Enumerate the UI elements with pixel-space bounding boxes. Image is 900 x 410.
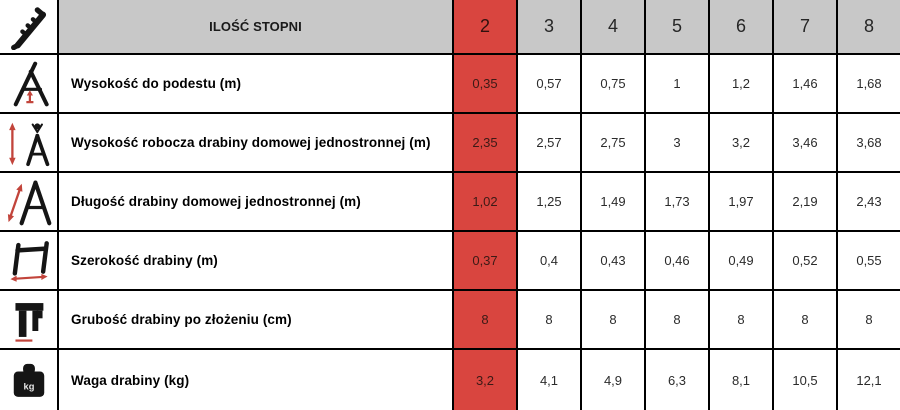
row-label: Szerokość drabiny (m) bbox=[57, 232, 452, 289]
cell-value: 0,52 bbox=[772, 232, 836, 289]
table-row-weight: kg Waga drabiny (kg) 3,2 4,1 4,9 6,3 8,1… bbox=[0, 348, 900, 410]
cell-value: 2,19 bbox=[772, 173, 836, 230]
table-header-row: ILOŚĆ STOPNI 2 3 4 5 6 7 8 bbox=[0, 0, 900, 53]
platform-height-icon bbox=[13, 61, 49, 106]
row-label: Waga drabiny (kg) bbox=[57, 350, 452, 410]
table-row-ladder-width: Szerokość drabiny (m) 0,37 0,4 0,43 0,46… bbox=[0, 230, 900, 289]
cell-value: 3,46 bbox=[772, 114, 836, 171]
row-icon-cell bbox=[0, 114, 57, 171]
cell-value: 1,02 bbox=[452, 173, 516, 230]
cell-value: 8 bbox=[516, 291, 580, 348]
cell-value: 3,2 bbox=[708, 114, 772, 171]
cell-value: 8 bbox=[708, 291, 772, 348]
row-icon-cell bbox=[0, 55, 57, 112]
cell-value: 12,1 bbox=[836, 350, 900, 410]
cell-value: 4,1 bbox=[516, 350, 580, 410]
cell-value: 8 bbox=[452, 291, 516, 348]
table-row-platform-height: Wysokość do podestu (m) 0,35 0,57 0,75 1… bbox=[0, 53, 900, 112]
row-icon-cell bbox=[0, 232, 57, 289]
cell-value: 1,68 bbox=[836, 55, 900, 112]
cell-value: 0,43 bbox=[580, 232, 644, 289]
column-header-3: 3 bbox=[516, 0, 580, 53]
working-height-icon bbox=[8, 122, 49, 166]
cell-value: 1,2 bbox=[708, 55, 772, 112]
thickness-measure-line bbox=[14, 338, 32, 342]
cell-value: 2,43 bbox=[836, 173, 900, 230]
column-header-6: 6 bbox=[708, 0, 772, 53]
cell-value: 1,73 bbox=[644, 173, 708, 230]
row-icon-cell bbox=[0, 173, 57, 230]
weight-icon: kg bbox=[13, 363, 44, 397]
cell-value: 0,75 bbox=[580, 55, 644, 112]
cell-value: 1,97 bbox=[708, 173, 772, 230]
cell-value: 1 bbox=[644, 55, 708, 112]
row-icon-cell: kg bbox=[0, 350, 57, 410]
cell-value: 1,46 bbox=[772, 55, 836, 112]
header-icon-cell bbox=[0, 0, 57, 53]
cell-value: 0,4 bbox=[516, 232, 580, 289]
column-header-4: 4 bbox=[580, 0, 644, 53]
row-label: Wysokość robocza drabiny domowej jednost… bbox=[57, 114, 452, 171]
row-icon-cell bbox=[0, 291, 57, 348]
column-header-2: 2 bbox=[452, 0, 516, 53]
column-header-7: 7 bbox=[772, 0, 836, 53]
row-label: Wysokość do podestu (m) bbox=[57, 55, 452, 112]
cell-value: 6,3 bbox=[644, 350, 708, 410]
cell-value: 8 bbox=[772, 291, 836, 348]
person-head bbox=[33, 122, 40, 129]
cell-value: 3,68 bbox=[836, 114, 900, 171]
folded-thickness-icon bbox=[14, 302, 43, 342]
cell-value: 3,2 bbox=[452, 350, 516, 410]
cell-value: 8 bbox=[836, 291, 900, 348]
row-label: Długość drabiny domowej jednostronnej (m… bbox=[57, 173, 452, 230]
cell-value: 2,57 bbox=[516, 114, 580, 171]
cell-value: 2,75 bbox=[580, 114, 644, 171]
column-header-5: 5 bbox=[644, 0, 708, 53]
cell-value: 8 bbox=[580, 291, 644, 348]
table-row-folded-thickness: Grubość drabiny po złożeniu (cm) 8 8 8 8… bbox=[0, 289, 900, 348]
stairs-icon bbox=[10, 6, 46, 50]
cell-value: 0,49 bbox=[708, 232, 772, 289]
table-row-ladder-length: Długość drabiny domowej jednostronnej (m… bbox=[0, 171, 900, 230]
column-header-8: 8 bbox=[836, 0, 900, 53]
cell-value: 8 bbox=[644, 291, 708, 348]
cell-value: 8,1 bbox=[708, 350, 772, 410]
cell-value: 0,35 bbox=[452, 55, 516, 112]
cell-value: 0,55 bbox=[836, 232, 900, 289]
row-label: Grubość drabiny po złożeniu (cm) bbox=[57, 291, 452, 348]
cell-value: 2,35 bbox=[452, 114, 516, 171]
cell-value: 4,9 bbox=[580, 350, 644, 410]
ladder-width-icon bbox=[9, 240, 49, 282]
cell-value: 0,57 bbox=[516, 55, 580, 112]
cell-value: 10,5 bbox=[772, 350, 836, 410]
table-row-working-height: Wysokość robocza drabiny domowej jednost… bbox=[0, 112, 900, 171]
weight-icon-label: kg bbox=[23, 381, 34, 391]
cell-value: 0,37 bbox=[452, 232, 516, 289]
cell-value: 3 bbox=[644, 114, 708, 171]
table-title: ILOŚĆ STOPNI bbox=[57, 0, 452, 53]
cell-value: 1,49 bbox=[580, 173, 644, 230]
cell-value: 1,25 bbox=[516, 173, 580, 230]
ladder-length-icon bbox=[7, 180, 51, 225]
cell-value: 0,46 bbox=[644, 232, 708, 289]
